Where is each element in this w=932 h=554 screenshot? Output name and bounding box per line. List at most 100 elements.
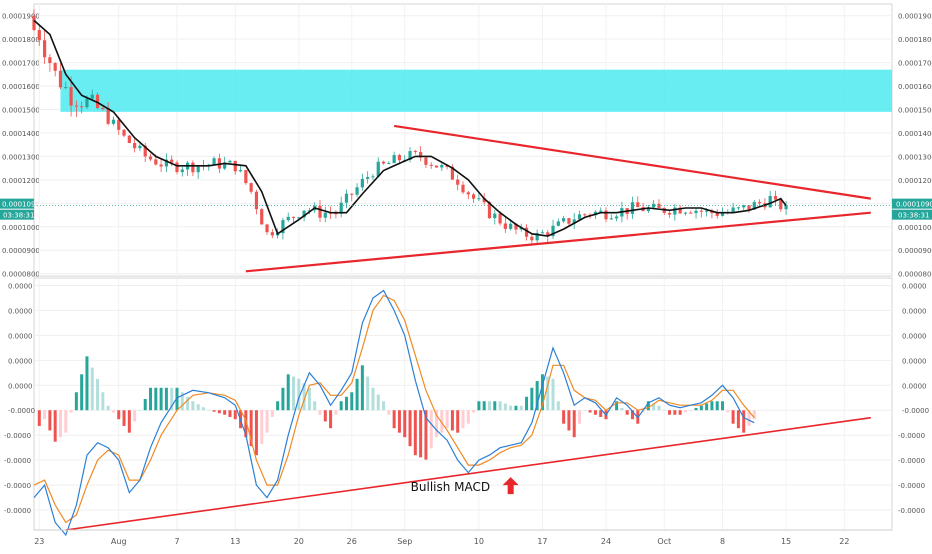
histogram-bar <box>133 410 137 422</box>
candle-body <box>482 198 486 203</box>
candle-body <box>599 210 603 212</box>
histogram-bar <box>276 401 280 411</box>
candle-body <box>381 161 386 164</box>
candle-body <box>143 145 147 157</box>
candle-body <box>270 232 274 236</box>
histogram-bar <box>217 410 221 414</box>
trendline-upper <box>393 124 871 200</box>
candle-body <box>742 205 746 208</box>
x-tick-label: 13 <box>230 537 240 546</box>
candle-body <box>630 202 635 214</box>
histogram-bar <box>254 410 258 456</box>
price-tick-label-right: 0.0000800 <box>898 271 932 279</box>
candle-body <box>32 15 36 31</box>
histogram-bar <box>710 401 714 411</box>
last-price-tag-right <box>892 198 932 209</box>
price-tick-label-right: 0.0000900 <box>898 247 932 255</box>
histogram-bar <box>223 410 227 415</box>
histogram-bar <box>657 405 661 411</box>
histogram-bar <box>329 410 333 429</box>
histogram-bar <box>694 407 698 411</box>
candle-body <box>196 166 200 173</box>
histogram-bar <box>456 410 460 433</box>
candle-body <box>583 214 587 216</box>
candle-body <box>419 152 423 158</box>
histogram-bar <box>350 392 354 411</box>
candle-body <box>64 87 68 89</box>
signal-line <box>33 294 755 524</box>
candle-body <box>493 213 497 219</box>
histogram-bar <box>435 410 439 438</box>
price-tick-label-left: 0.0001900 <box>2 13 40 21</box>
macd-panel: 0.0000 0.0000 0.0000 0.0000 0.0000 0.0000 0.00… <box>4 277 929 537</box>
histogram-bar <box>212 410 216 412</box>
x-tick-label: Oct <box>657 537 671 546</box>
histogram-bar <box>64 410 68 433</box>
candle-body <box>111 119 116 124</box>
candle-body <box>535 232 539 241</box>
histogram-bar <box>514 405 518 411</box>
candle-body <box>477 198 481 200</box>
histogram-bar <box>270 410 274 417</box>
last-price-tag-left <box>0 198 34 209</box>
histogram-bar <box>726 410 730 413</box>
macd-tick-label-left: 0.0000 <box>8 282 33 290</box>
candle-body <box>699 210 703 212</box>
histogram-bar <box>355 378 359 411</box>
histogram-bar <box>249 410 253 447</box>
candle-body <box>122 129 126 136</box>
histogram-bar <box>450 410 454 431</box>
histogram-bar <box>546 376 550 411</box>
candle-body <box>689 212 693 214</box>
histogram-bar <box>556 401 560 411</box>
candle-body <box>736 207 741 209</box>
candle-body <box>408 151 412 160</box>
histogram-bar <box>519 405 523 411</box>
histogram-bar <box>127 410 131 433</box>
histogram-bar <box>509 405 513 411</box>
histogram-bar <box>334 410 338 415</box>
histogram-bar <box>281 387 285 411</box>
candle-body <box>334 213 338 215</box>
histogram-bar <box>646 401 650 411</box>
histogram-bar <box>339 401 343 411</box>
histogram-bar <box>85 356 89 411</box>
countdown-label-right: 03:38:31 <box>898 212 929 220</box>
candle-body <box>260 209 264 225</box>
x-tick-label: 20 <box>294 537 304 546</box>
histogram-bar <box>286 374 290 411</box>
candle-body <box>117 119 121 130</box>
macd-tick-label-right: -0.0000 <box>902 407 929 415</box>
candle-body <box>249 183 253 192</box>
histogram-bar <box>260 410 264 444</box>
histogram-bar <box>583 410 587 411</box>
candle-body <box>683 212 688 214</box>
candle-body <box>133 142 137 149</box>
candle-body <box>509 223 513 229</box>
histogram-bar <box>551 378 555 411</box>
moving-average-line <box>33 19 787 237</box>
candle-body <box>233 160 237 172</box>
x-tick-label: 22 <box>839 537 849 546</box>
candle-body <box>747 205 751 210</box>
histogram-bar <box>736 410 740 429</box>
candle-body <box>556 221 560 226</box>
price-tick-label-left: 0.0000900 <box>2 247 40 255</box>
candle-body <box>223 162 227 169</box>
histogram-bar <box>101 392 105 411</box>
histogram-bar <box>562 410 566 424</box>
histogram-bar <box>360 365 364 411</box>
price-panel: 0.0001900 0.0001900 0.0001800 0.0001800 0.00… <box>0 3 932 279</box>
x-tick-label: 26 <box>347 537 357 546</box>
candle-body <box>286 216 290 221</box>
histogram-bar <box>191 401 195 411</box>
resistance-zone <box>60 69 892 112</box>
countdown-label-left: 03:38:31 <box>3 212 34 220</box>
candle-body <box>148 156 153 160</box>
candle-body <box>572 219 576 224</box>
candle-body <box>604 210 608 220</box>
histogram-bar <box>297 378 301 411</box>
histogram-bar <box>376 394 380 411</box>
macd-tick-label-right: 0.0000 <box>902 332 927 340</box>
x-tick-label: 24 <box>601 537 611 546</box>
